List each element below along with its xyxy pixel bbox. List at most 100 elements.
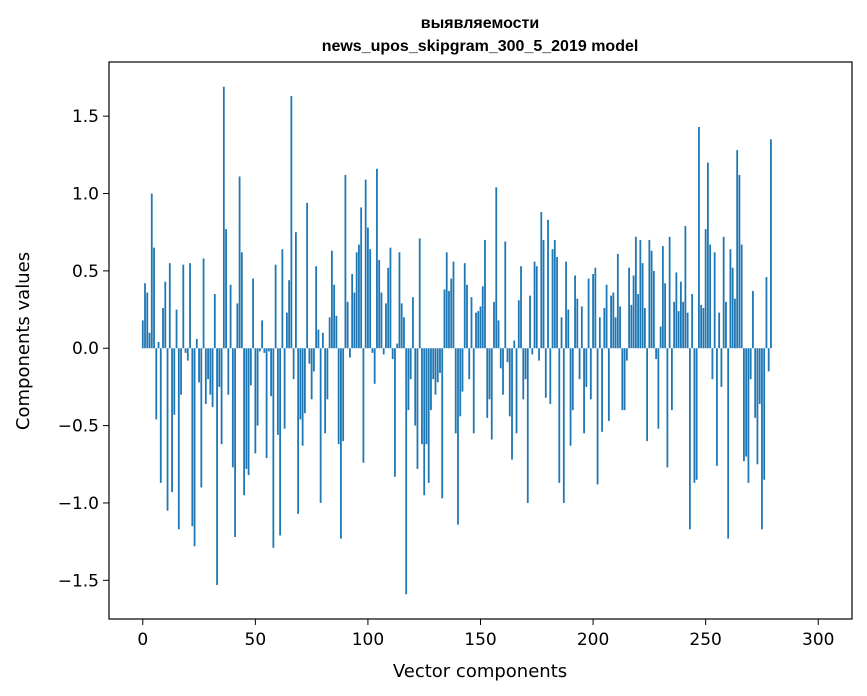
bar [274,264,277,349]
bar [601,348,603,432]
bar [229,284,232,349]
bar [607,348,610,421]
x-tick-label: 100 [352,630,384,650]
bar [387,267,390,349]
bar [628,267,630,349]
bar [416,348,419,469]
bar [324,348,327,434]
bar [315,266,318,349]
bar [529,295,531,349]
bar [538,348,540,361]
bar [641,263,644,349]
bar [686,312,689,349]
bar [495,187,498,349]
bar [225,229,227,349]
bar [477,311,480,349]
bar [157,342,160,349]
bar [605,284,608,349]
bar [317,329,320,349]
bar [193,348,196,547]
bar [423,348,426,496]
bar [394,348,396,477]
bar [497,320,500,349]
bar [743,348,745,462]
bar [403,317,405,349]
bar [556,256,558,349]
bar [616,253,619,349]
chart-subtitle: news_upos_skipgram_300_5_2019 model [322,38,639,55]
bar [290,96,293,349]
bar [499,348,502,369]
y-tick-label: −1.5 [58,571,99,591]
bar [673,301,676,349]
bar [484,239,486,349]
y-tick-label: 1.0 [72,185,99,205]
bar [513,340,516,349]
bar [353,292,356,349]
bar [148,332,151,349]
bar [466,284,468,349]
bar [763,348,766,480]
y-axis: −1.5 −1.0 −0.5 0.0 0.5 1.0 1.5 [58,107,109,591]
bar [434,348,437,395]
bar [567,309,570,349]
bar [524,348,527,380]
bar [335,315,338,349]
bar [168,263,171,349]
bar [625,348,628,361]
bar [256,348,259,426]
bar [526,348,529,503]
bar [740,244,743,349]
bar [299,348,302,420]
bar [614,317,617,349]
bar [736,150,739,349]
bar [198,348,200,383]
bar [283,348,286,429]
bar [747,348,750,483]
bar [418,238,421,349]
bar [587,278,590,349]
bar [659,326,662,349]
bar [623,348,626,411]
bar [427,348,430,483]
bar [695,348,698,480]
chart-title: выявляемости [421,15,539,32]
bar [531,348,534,355]
bar [272,348,275,548]
bar [576,298,579,349]
bar [718,312,721,349]
bar [389,247,392,349]
bar [745,348,748,457]
bar [346,301,349,349]
bar [551,249,554,349]
bar [508,348,511,417]
bar [520,266,522,349]
bar [301,348,304,446]
bar [439,348,441,373]
bar [488,348,491,400]
bar [727,348,730,539]
bar [578,348,581,380]
bar [254,348,257,454]
y-tick-label: 0.5 [72,262,99,282]
bar [502,348,504,395]
bar [247,348,250,476]
bar [679,281,682,349]
bar [371,348,374,353]
bar [270,348,273,397]
bar [202,258,205,349]
bar [312,348,315,372]
bar [646,348,649,442]
bar [396,343,399,349]
bar [670,348,673,411]
bar [565,261,567,349]
bar [159,348,162,483]
bar [517,300,520,349]
bar [594,267,597,349]
bar [569,348,572,446]
bar [258,348,261,352]
bar [475,312,477,349]
bar [544,348,547,398]
bar [547,219,549,349]
